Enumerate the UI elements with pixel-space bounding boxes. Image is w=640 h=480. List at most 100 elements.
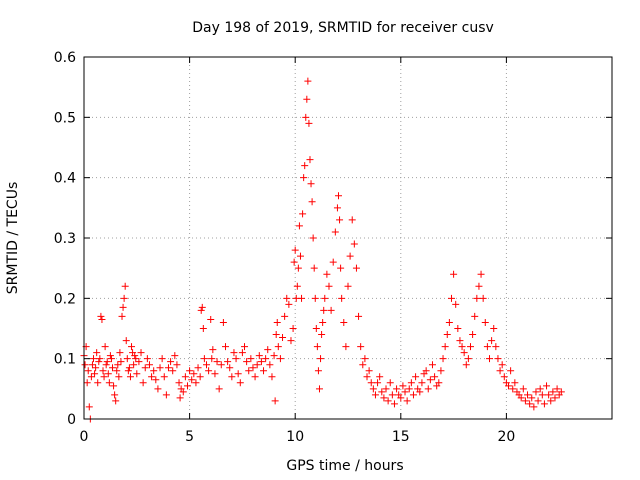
data-point (441, 343, 449, 351)
data-point (236, 379, 244, 387)
data-point (272, 331, 280, 339)
data-point (458, 343, 466, 351)
x-tick-label: 10 (286, 429, 304, 445)
data-point (273, 318, 281, 326)
data-point (374, 379, 382, 387)
data-point (145, 361, 153, 369)
data-point (348, 216, 356, 224)
data-point (307, 180, 315, 188)
data-point (393, 385, 401, 393)
data-point (262, 355, 270, 363)
data-point (447, 294, 455, 302)
data-point (92, 364, 100, 372)
data-points (80, 77, 565, 423)
data-point (243, 358, 251, 366)
data-point (481, 318, 489, 326)
data-point (281, 312, 289, 320)
data-point (551, 394, 559, 402)
data-point (334, 192, 342, 200)
data-point (192, 379, 200, 387)
data-point (274, 343, 282, 351)
data-point (320, 306, 328, 314)
data-point (181, 373, 189, 381)
data-point (309, 234, 317, 242)
data-point (90, 355, 98, 363)
data-point (209, 346, 217, 354)
y-tick-label: 0.4 (54, 171, 76, 187)
data-point (319, 318, 327, 326)
data-point (352, 264, 360, 272)
data-point (500, 373, 508, 381)
data-point (270, 352, 278, 360)
data-point (150, 367, 158, 375)
data-point (540, 400, 548, 408)
data-point (483, 343, 491, 351)
data-point (528, 394, 536, 402)
data-point (454, 325, 462, 332)
data-point (443, 331, 451, 339)
data-point (93, 349, 101, 357)
data-point (116, 349, 124, 357)
data-point (431, 373, 439, 381)
data-point (154, 385, 162, 393)
data-point (295, 222, 303, 230)
data-point (81, 361, 89, 369)
data-point (285, 300, 293, 308)
data-point (369, 385, 377, 393)
data-point (183, 382, 191, 390)
data-point (479, 294, 487, 302)
y-tick-label: 0.3 (54, 231, 76, 247)
data-point (456, 337, 464, 345)
data-point (336, 216, 344, 224)
x-tick-label: 0 (80, 429, 89, 445)
data-point (298, 294, 306, 302)
data-point (230, 349, 238, 357)
data-point (464, 355, 472, 363)
data-point (426, 376, 434, 384)
data-point (251, 373, 259, 381)
data-point (143, 355, 151, 363)
data-point (536, 385, 544, 393)
data-point (416, 388, 424, 396)
data-point (553, 385, 561, 393)
data-point (241, 343, 249, 351)
data-point (303, 95, 311, 103)
data-point (312, 325, 320, 332)
data-point (245, 367, 253, 375)
data-point (164, 364, 172, 372)
data-point (545, 391, 553, 399)
data-point (101, 343, 109, 351)
data-point (460, 349, 468, 357)
data-point (104, 370, 112, 378)
data-point (365, 367, 373, 375)
y-tick-label: 0.5 (54, 110, 76, 126)
data-point (498, 361, 506, 369)
data-point (188, 376, 196, 384)
data-point (294, 264, 302, 272)
data-point (359, 361, 367, 369)
data-point (126, 373, 134, 381)
data-point (224, 358, 232, 366)
data-point (287, 337, 295, 345)
data-point (331, 228, 339, 236)
data-point (207, 315, 215, 323)
data-point (313, 343, 321, 351)
y-tick-label: 0.2 (54, 291, 76, 307)
data-point (346, 252, 354, 260)
data-point (361, 355, 369, 363)
data-point (289, 325, 297, 332)
data-point (211, 370, 219, 378)
x-axis-label: GPS time / hours (286, 458, 403, 474)
data-point (228, 373, 236, 381)
data-point (407, 379, 415, 387)
data-point (435, 379, 443, 387)
data-point (342, 343, 350, 351)
data-point (98, 315, 106, 323)
data-point (130, 361, 138, 369)
data-point (300, 174, 308, 182)
data-point (521, 397, 529, 405)
data-point (301, 162, 309, 170)
data-point (122, 337, 130, 345)
data-point (97, 312, 105, 320)
